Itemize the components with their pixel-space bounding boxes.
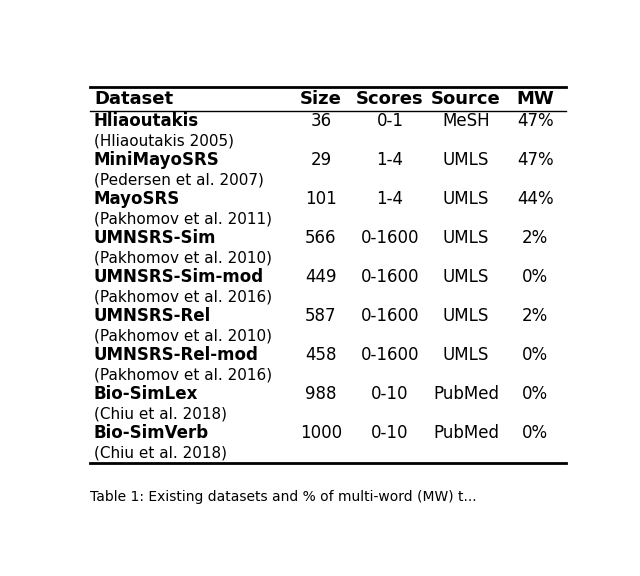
- Text: UMLS: UMLS: [443, 307, 489, 325]
- Text: UMLS: UMLS: [443, 229, 489, 247]
- Text: UMLS: UMLS: [443, 151, 489, 169]
- Text: 47%: 47%: [517, 151, 554, 169]
- Text: Source: Source: [431, 90, 501, 108]
- Text: 29: 29: [310, 151, 332, 169]
- Text: 449: 449: [305, 268, 337, 286]
- Text: 1000: 1000: [300, 425, 342, 442]
- Text: (Pedersen et al. 2007): (Pedersen et al. 2007): [94, 172, 264, 187]
- Text: Bio-SimLex: Bio-SimLex: [94, 385, 198, 403]
- Text: 0%: 0%: [522, 268, 548, 286]
- Text: MiniMayoSRS: MiniMayoSRS: [94, 151, 220, 169]
- Text: Scores: Scores: [356, 90, 424, 108]
- Text: 2%: 2%: [522, 307, 548, 325]
- Text: 0%: 0%: [522, 425, 548, 442]
- Text: (Pakhomov et al. 2011): (Pakhomov et al. 2011): [94, 211, 272, 226]
- Text: 36: 36: [310, 112, 332, 130]
- Text: 0-1600: 0-1600: [361, 229, 419, 247]
- Text: UMNSRS-Rel-mod: UMNSRS-Rel-mod: [94, 346, 259, 364]
- Text: Hliaoutakis: Hliaoutakis: [94, 112, 199, 130]
- Text: UMLS: UMLS: [443, 268, 489, 286]
- Text: Size: Size: [300, 90, 342, 108]
- Text: 0%: 0%: [522, 346, 548, 364]
- Text: (Chiu et al. 2018): (Chiu et al. 2018): [94, 406, 227, 421]
- Text: MW: MW: [516, 90, 554, 108]
- Text: MeSH: MeSH: [442, 112, 490, 130]
- Text: 1-4: 1-4: [376, 151, 403, 169]
- Text: (Pakhomov et al. 2016): (Pakhomov et al. 2016): [94, 289, 272, 304]
- Text: (Chiu et al. 2018): (Chiu et al. 2018): [94, 445, 227, 460]
- Text: 988: 988: [305, 385, 337, 403]
- Text: UMNSRS-Sim: UMNSRS-Sim: [94, 229, 216, 247]
- Text: 458: 458: [305, 346, 337, 364]
- Text: Dataset: Dataset: [94, 90, 173, 108]
- Text: Table 1: Existing datasets and % of multi-word (MW) t...: Table 1: Existing datasets and % of mult…: [90, 490, 477, 504]
- Text: 0-1600: 0-1600: [361, 268, 419, 286]
- Text: PubMed: PubMed: [433, 425, 499, 442]
- Text: 0-10: 0-10: [371, 425, 409, 442]
- Text: 0-1: 0-1: [376, 112, 403, 130]
- Text: UMLS: UMLS: [443, 190, 489, 208]
- Text: 47%: 47%: [517, 112, 554, 130]
- Text: 1-4: 1-4: [376, 190, 403, 208]
- Text: 0-10: 0-10: [371, 385, 409, 403]
- Text: 0%: 0%: [522, 385, 548, 403]
- Text: 2%: 2%: [522, 229, 548, 247]
- Text: 101: 101: [305, 190, 337, 208]
- Text: 44%: 44%: [517, 190, 554, 208]
- Text: (Hliaoutakis 2005): (Hliaoutakis 2005): [94, 133, 234, 148]
- Text: 566: 566: [305, 229, 337, 247]
- Text: Bio-SimVerb: Bio-SimVerb: [94, 425, 209, 442]
- Text: (Pakhomov et al. 2010): (Pakhomov et al. 2010): [94, 250, 272, 265]
- Text: (Pakhomov et al. 2010): (Pakhomov et al. 2010): [94, 328, 272, 343]
- Text: UMNSRS-Rel: UMNSRS-Rel: [94, 307, 211, 325]
- Text: 0-1600: 0-1600: [361, 307, 419, 325]
- Text: UMNSRS-Sim-mod: UMNSRS-Sim-mod: [94, 268, 264, 286]
- Text: (Pakhomov et al. 2016): (Pakhomov et al. 2016): [94, 367, 272, 382]
- Text: UMLS: UMLS: [443, 346, 489, 364]
- Text: 587: 587: [305, 307, 337, 325]
- Text: MayoSRS: MayoSRS: [94, 190, 180, 208]
- Text: PubMed: PubMed: [433, 385, 499, 403]
- Text: 0-1600: 0-1600: [361, 346, 419, 364]
